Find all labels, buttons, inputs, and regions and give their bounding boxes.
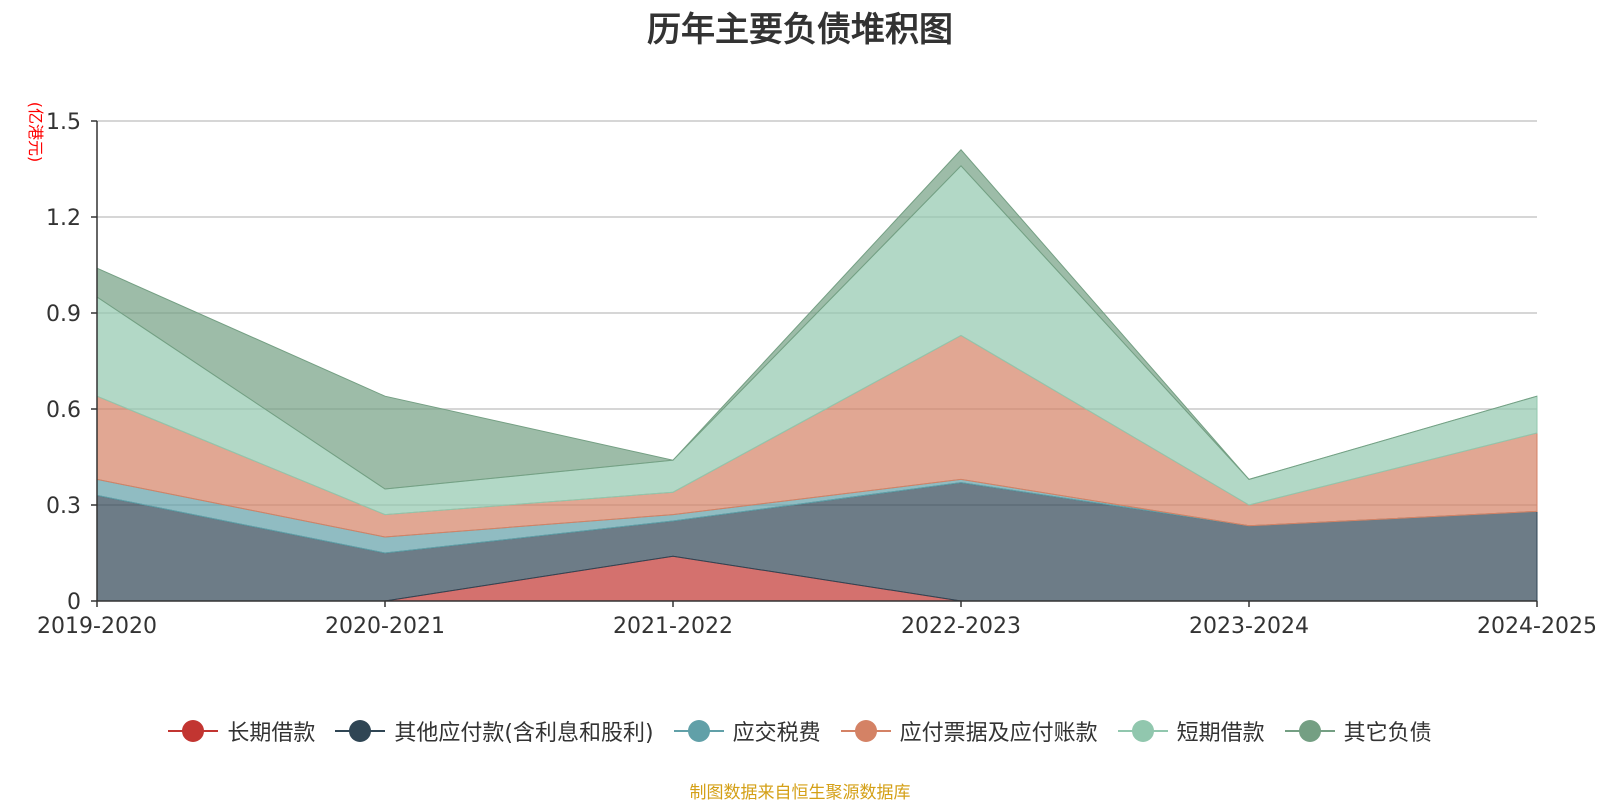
legend-item[interactable]: 短期借款 xyxy=(1117,715,1265,747)
y-tick-label: 0.3 xyxy=(46,494,81,519)
legend-item[interactable]: 其他应付款(含利息和股利) xyxy=(335,715,654,747)
y-axis-label: (亿港元) xyxy=(26,102,45,163)
series-area-其它负债 xyxy=(96,149,1538,490)
x-tick-label: 2019-2020 xyxy=(37,614,157,639)
y-tick-label: 1.2 xyxy=(46,206,81,231)
legend: 长期借款 其他应付款(含利息和股利) 应交税费 应付票据及应付账款 短期借款 其它负债 xyxy=(0,715,1600,747)
legend-label: 其他应付款(含利息和股利) xyxy=(394,721,654,746)
y-tick-label: 0.9 xyxy=(46,302,81,327)
legend-marker-icon xyxy=(1284,719,1335,743)
legend-label: 应付票据及应付账款 xyxy=(899,721,1098,746)
legend-item[interactable]: 应付票据及应付账款 xyxy=(840,715,1098,747)
legend-label: 长期借款 xyxy=(227,721,316,746)
x-tick-label: 2024-2025 xyxy=(1477,614,1597,639)
x-tick-label: 2023-2024 xyxy=(1189,614,1309,639)
legend-marker-icon xyxy=(1117,719,1168,743)
legend-item[interactable]: 其它负债 xyxy=(1284,715,1432,747)
axes: 0 0.3 0.6 0.9 1.2 1.5 2019-2020 2020-2021 2021-2… xyxy=(37,110,1597,639)
legend-item[interactable]: 长期借款 xyxy=(168,715,315,747)
chart-title: 历年主要负债堆积图 xyxy=(647,10,953,50)
source-note: 制图数据来自恒生聚源数据库 xyxy=(689,783,911,803)
legend-item[interactable]: 应交税费 xyxy=(673,715,821,747)
legend-label: 短期借款 xyxy=(1176,721,1265,746)
x-tick-label: 2022-2023 xyxy=(901,614,1021,639)
legend-marker-icon xyxy=(840,719,891,743)
x-tick-label: 2020-2021 xyxy=(325,614,445,639)
legend-marker-icon xyxy=(168,719,219,743)
legend-marker-icon xyxy=(335,719,386,743)
legend-label: 应交税费 xyxy=(732,721,821,746)
y-tick-label: 1.5 xyxy=(46,110,81,135)
area-layer xyxy=(96,149,1538,602)
x-tick-label: 2021-2022 xyxy=(613,614,733,639)
legend-label: 其它负债 xyxy=(1343,721,1432,746)
y-tick-label: 0 xyxy=(67,590,81,615)
legend-marker-icon xyxy=(673,719,724,743)
y-tick-label: 0.6 xyxy=(46,398,81,423)
